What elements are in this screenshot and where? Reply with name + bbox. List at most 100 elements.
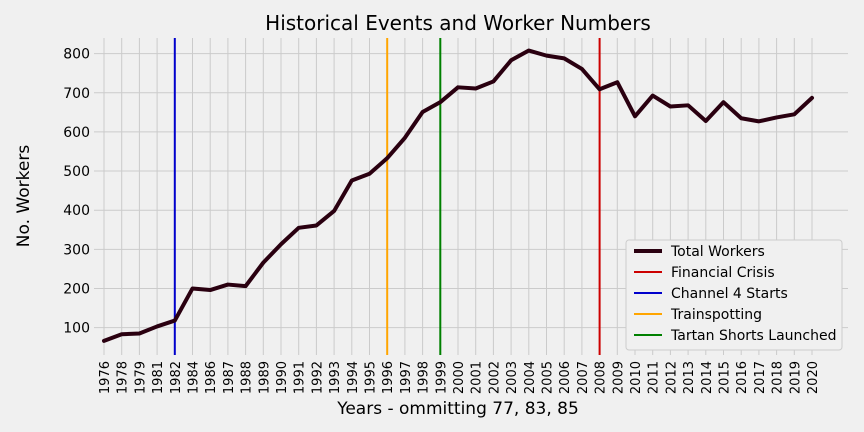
data-point [261, 261, 265, 265]
data-point [598, 87, 602, 91]
data-point [314, 223, 318, 227]
x-tick-label: 1995 [364, 361, 379, 394]
data-point [208, 288, 212, 292]
data-point [438, 100, 442, 104]
x-tick-label: 1976 [98, 361, 113, 394]
x-tick-label: 2020 [806, 361, 821, 394]
x-tick-label: 2003 [505, 361, 520, 394]
y-axis-label: No. Workers [14, 145, 34, 248]
x-tick-label: 2015 [718, 361, 733, 394]
x-tick-label: 2002 [487, 361, 502, 394]
data-point [704, 119, 708, 123]
x-tick-label: 2017 [753, 361, 768, 394]
data-point [615, 80, 619, 84]
data-point [562, 56, 566, 60]
data-point [244, 284, 248, 288]
x-tick-label: 2006 [558, 361, 573, 394]
data-point [810, 96, 814, 100]
x-tick-label: 1979 [133, 361, 148, 394]
legend-box [625, 239, 843, 351]
x-tick-label: 2001 [470, 361, 485, 394]
data-point [279, 242, 283, 246]
x-tick-label: 1982 [169, 361, 184, 394]
data-point [651, 94, 655, 98]
data-point [775, 115, 779, 119]
x-tick-label: 2010 [629, 361, 644, 394]
y-tick-label: 100 [63, 321, 90, 337]
x-tick-label: 1990 [275, 361, 290, 394]
data-point [385, 156, 389, 160]
x-tick-label: 1999 [434, 361, 449, 394]
x-tick-label: 1992 [310, 361, 325, 394]
x-tick-label: 1984 [187, 361, 202, 394]
x-tick-label: 1986 [204, 361, 219, 394]
data-point [332, 209, 336, 213]
data-point [350, 178, 354, 182]
x-tick-label: 1989 [257, 361, 272, 394]
data-point [668, 104, 672, 108]
x-tick-label: 1981 [151, 361, 166, 394]
y-tick-label: 500 [63, 164, 90, 180]
x-tick-label: 1998 [417, 361, 432, 394]
data-point [792, 112, 796, 116]
series-lines [102, 48, 814, 343]
x-tick-label: 2014 [700, 361, 715, 394]
x-tick-label: 1978 [116, 361, 131, 394]
data-point [474, 86, 478, 90]
x-axis-label: Years - ommitting 77, 83, 85 [336, 399, 579, 419]
y-tick-labels: 100 200 300 400 500 600 700 800 [63, 47, 90, 337]
legend: Total Workers Financial Crisis Channel 4 S… [625, 239, 843, 351]
data-point [297, 226, 301, 230]
x-tick-label: 2018 [771, 361, 786, 394]
data-point [226, 283, 230, 287]
data-point [403, 136, 407, 140]
y-tick-label: 600 [63, 125, 90, 141]
y-tick-label: 200 [63, 281, 90, 297]
data-point [173, 319, 177, 323]
data-point [739, 116, 743, 120]
y-tick-label: 400 [63, 203, 90, 219]
x-tick-label: 2004 [523, 361, 538, 394]
chart-title: Historical Events and Worker Numbers [265, 11, 651, 35]
x-tick-label: 2009 [611, 361, 626, 394]
data-point [491, 79, 495, 83]
data-point [527, 49, 531, 53]
data-point [137, 331, 141, 335]
data-point [456, 85, 460, 89]
data-point [509, 58, 513, 62]
data-point [545, 54, 548, 58]
x-tick-label: 1993 [328, 361, 343, 394]
x-tick-labels: 1976 1978 1979 1981 1982 1984 1986 1987 1988 1989… [98, 361, 821, 394]
data-point [580, 67, 584, 71]
x-tick-label: 2007 [576, 361, 591, 394]
x-tick-label: 2008 [594, 361, 609, 394]
data-point [120, 332, 124, 336]
y-tick-label: 700 [63, 86, 90, 102]
x-tick-label: 2005 [541, 361, 556, 394]
legend-label: Financial Crisis [671, 265, 775, 281]
x-tick-label: 2016 [735, 361, 750, 394]
legend-label: Total Workers [670, 244, 765, 260]
data-point [686, 103, 690, 107]
y-tick-label: 300 [63, 242, 90, 258]
x-tick-label: 2012 [664, 361, 679, 394]
data-point [722, 100, 725, 104]
data-point [191, 286, 194, 290]
data-point [633, 114, 637, 118]
x-tick-label: 2013 [682, 361, 697, 394]
data-point [155, 324, 159, 328]
x-tick-label: 1988 [240, 361, 255, 394]
data-point [757, 119, 761, 123]
x-tick-label: 1994 [346, 361, 361, 394]
data-point [421, 110, 425, 114]
x-tick-label: 2019 [788, 361, 803, 394]
data-point [368, 172, 371, 176]
x-tick-label: 2000 [452, 361, 467, 394]
legend-label: Trainspotting [670, 307, 762, 323]
x-tick-label: 1996 [381, 361, 396, 394]
x-tick-label: 1987 [222, 361, 237, 394]
x-tick-label: 1997 [399, 361, 414, 394]
x-tick-label: 2011 [647, 361, 662, 394]
